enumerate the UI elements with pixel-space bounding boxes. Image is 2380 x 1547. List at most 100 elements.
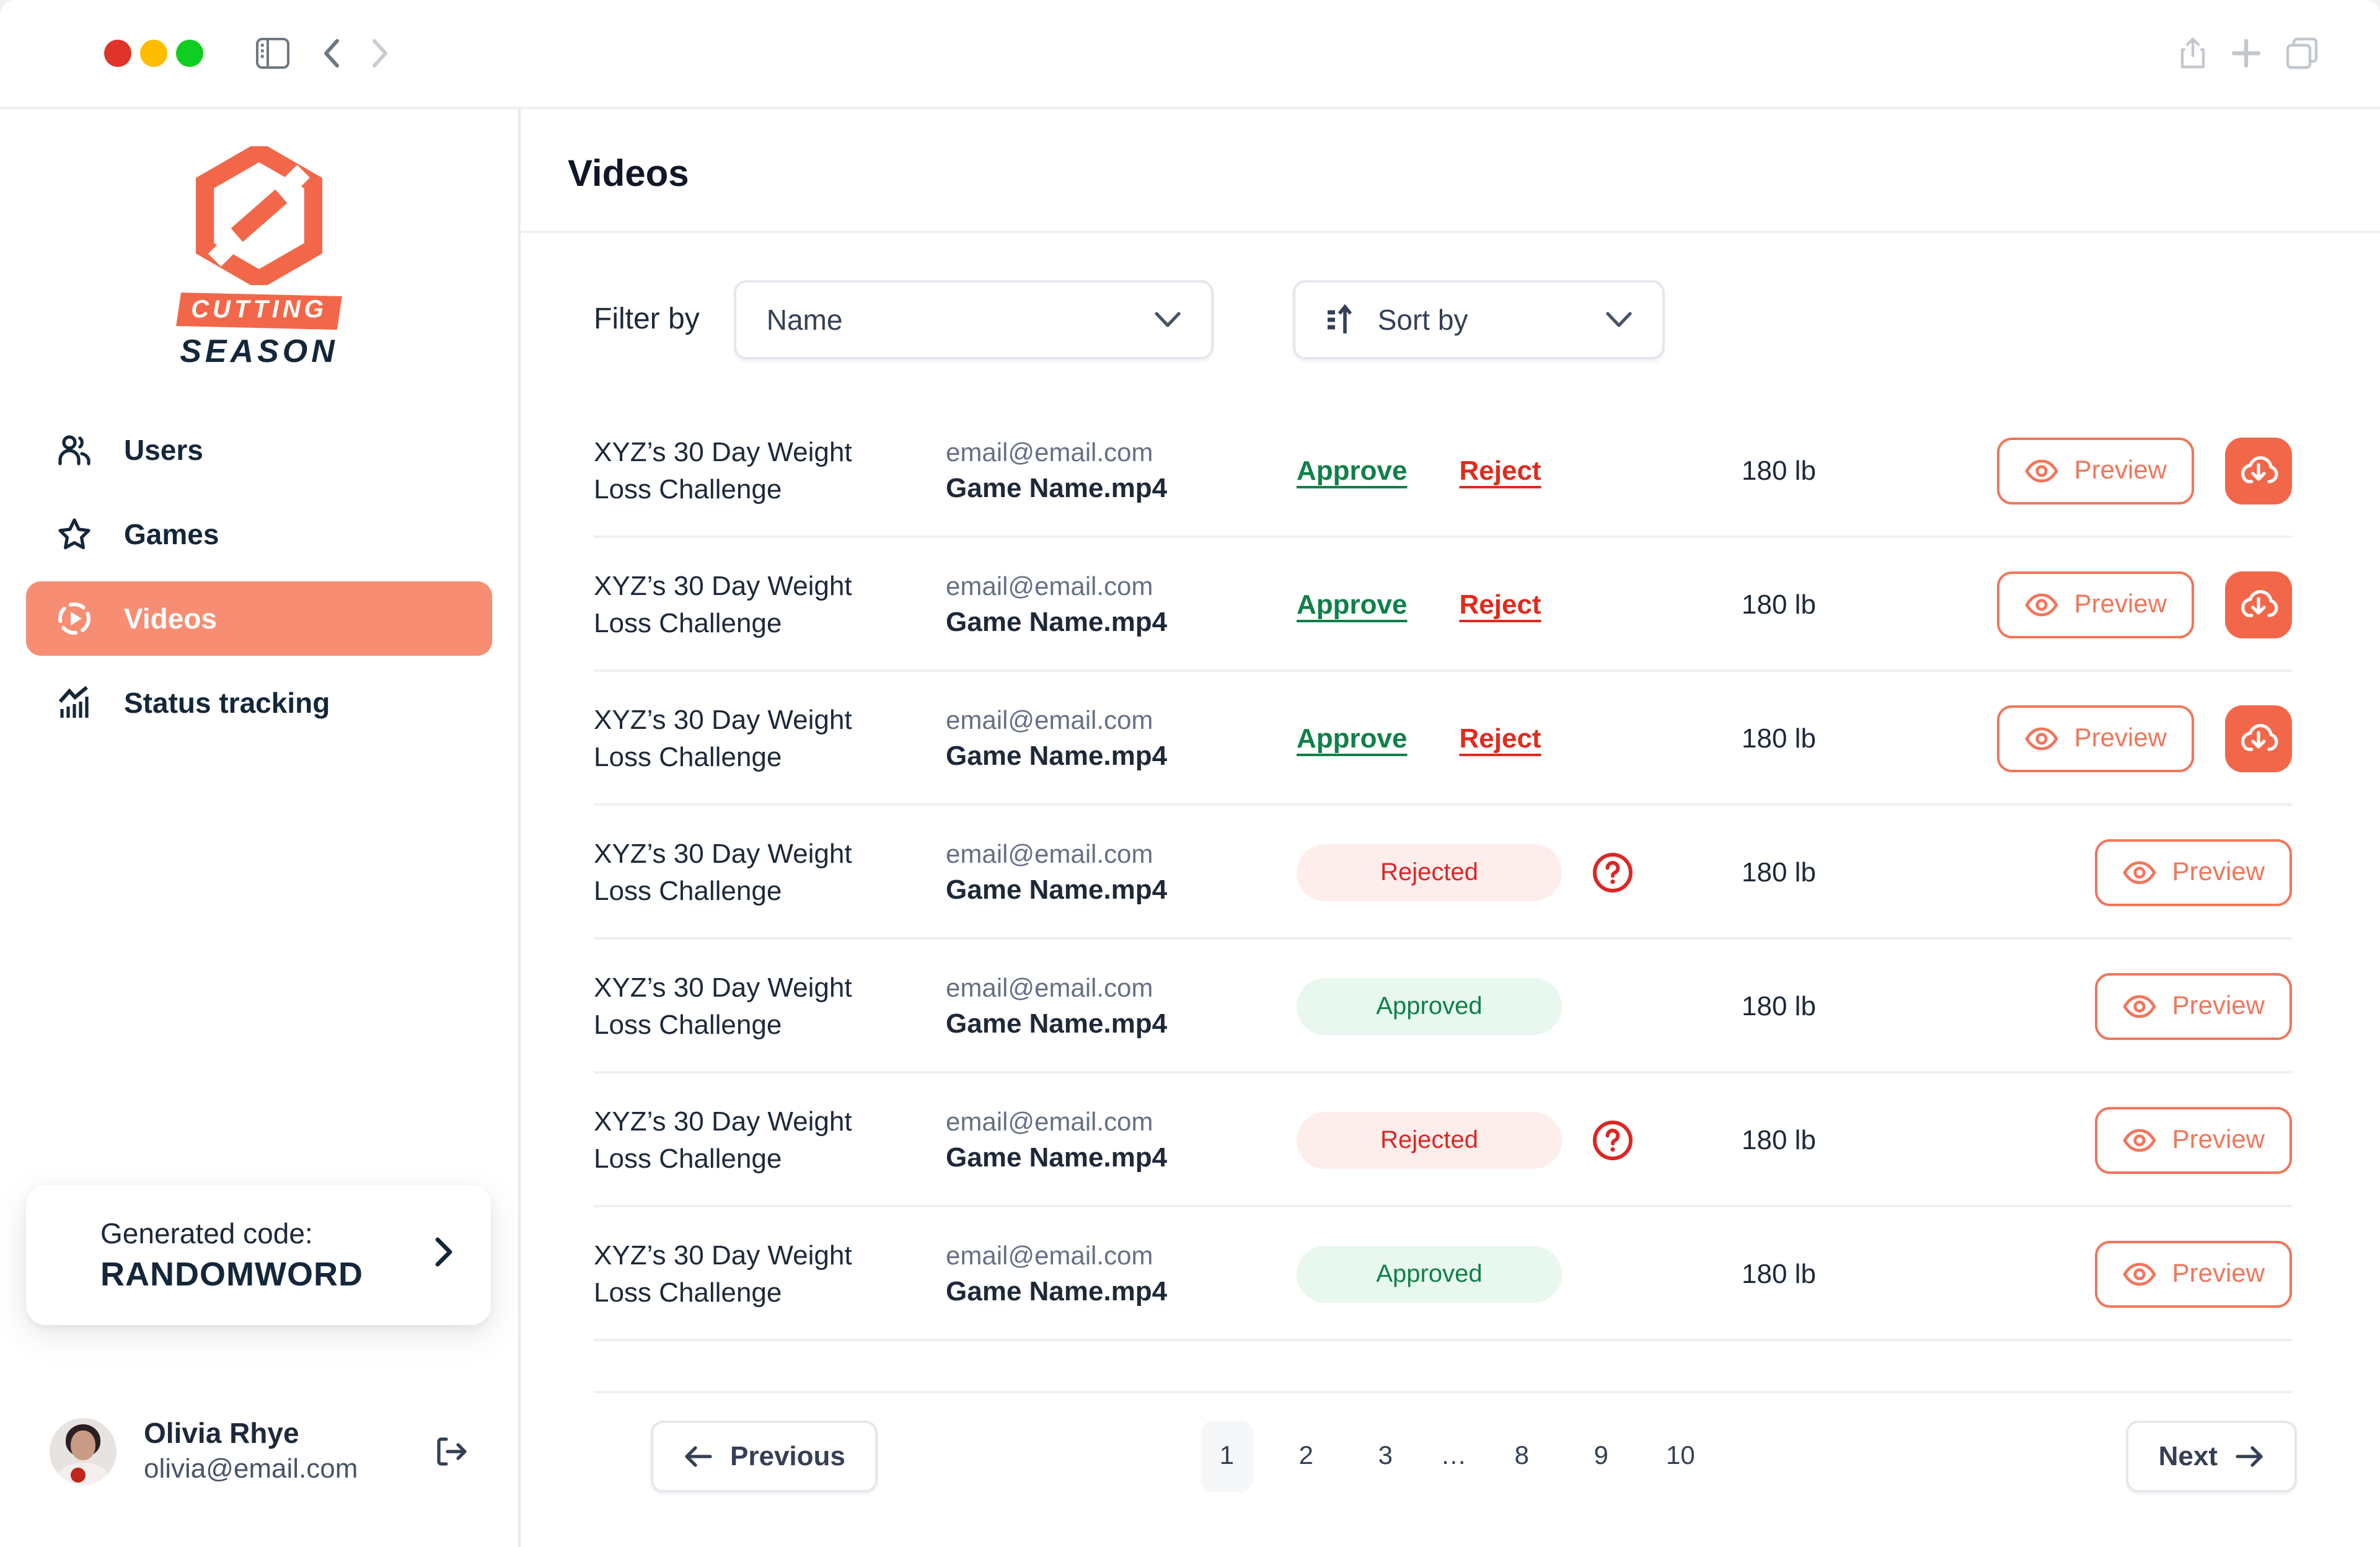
chart-trend-icon — [57, 685, 92, 720]
copy-tabs-icon[interactable] — [2286, 37, 2318, 69]
reject-link[interactable]: Reject — [1459, 723, 1541, 754]
profile-email: olivia@email.com — [144, 1453, 358, 1484]
cloud-download-icon — [2239, 454, 2278, 488]
page-button-3[interactable]: 3 — [1378, 1442, 1393, 1470]
eye-icon — [2123, 1128, 2157, 1153]
page-button-2[interactable]: 2 — [1298, 1442, 1314, 1470]
video-title: XYZ’s 30 Day Weight Loss Challenge — [594, 838, 852, 906]
status-badge: Approved — [1297, 1246, 1562, 1303]
eye-icon — [2123, 860, 2157, 885]
sort-select[interactable]: Sort by — [1293, 280, 1665, 359]
preview-button[interactable]: Preview — [1997, 571, 2194, 638]
download-button[interactable] — [2225, 571, 2292, 638]
arrow-right-icon — [2235, 1444, 2265, 1469]
next-page-label: Next — [2158, 1440, 2218, 1471]
video-weight: 180 lb — [1742, 990, 1816, 1021]
profile-name: Olivia Rhye — [144, 1417, 299, 1449]
sidebar-item-videos[interactable]: Videos — [26, 581, 492, 656]
generated-code-value: RANDOMWORD — [100, 1255, 363, 1292]
video-email: email@email.com — [946, 840, 1153, 868]
table-row: XYZ’s 30 Day Weight Loss Challenge email… — [521, 404, 2380, 538]
close-window-button[interactable] — [104, 40, 131, 67]
logout-icon[interactable] — [434, 1434, 469, 1468]
video-email: email@email.com — [946, 572, 1153, 601]
back-chevron-icon[interactable] — [322, 38, 340, 68]
chevron-down-icon — [1606, 311, 1633, 328]
eye-icon — [2025, 726, 2060, 751]
video-file: Game Name.mp4 — [946, 873, 1168, 904]
eye-icon — [2123, 994, 2157, 1019]
share-icon[interactable] — [2179, 37, 2206, 69]
help-circle-icon[interactable] — [1592, 852, 1634, 894]
filter-select-value: Name — [766, 303, 843, 335]
sort-select-value: Sort by — [1377, 303, 1468, 335]
table-row: XYZ’s 30 Day Weight Loss Challenge email… — [521, 672, 2380, 806]
filter-select[interactable]: Name — [734, 280, 1214, 359]
preview-label: Preview — [2172, 992, 2265, 1020]
sidebar-item-label: Games — [124, 518, 219, 550]
video-email: email@email.com — [946, 706, 1153, 734]
sort-ascending-icon — [1326, 302, 1358, 337]
download-button[interactable] — [2225, 438, 2292, 505]
preview-button[interactable]: Preview — [2095, 1241, 2292, 1308]
preview-label: Preview — [2074, 590, 2167, 619]
video-file: Game Name.mp4 — [946, 606, 1168, 637]
video-title: XYZ’s 30 Day Weight Loss Challenge — [594, 1106, 852, 1174]
page-button-9[interactable]: 9 — [1593, 1442, 1609, 1470]
approve-link[interactable]: Approve — [1297, 589, 1408, 620]
generated-code-card[interactable]: Generated code: RANDOMWORD — [26, 1185, 491, 1325]
next-page-button[interactable]: Next — [2126, 1421, 2297, 1492]
table-row: XYZ’s 30 Day Weight Loss Challenge email… — [521, 806, 2380, 940]
preview-button[interactable]: Preview — [1997, 705, 2194, 772]
chevron-down-icon — [1155, 311, 1182, 328]
help-circle-icon[interactable] — [1592, 1119, 1634, 1161]
sidebar-item-label: Status tracking — [124, 686, 330, 718]
reject-link[interactable]: Reject — [1459, 455, 1541, 486]
video-weight: 180 lb — [1742, 857, 1816, 888]
arrow-left-icon — [683, 1444, 713, 1469]
video-file: Game Name.mp4 — [946, 1007, 1168, 1038]
video-email: email@email.com — [946, 438, 1153, 467]
user-profile: Olivia Rhye olivia@email.com — [50, 1417, 469, 1485]
page-ellipsis[interactable]: … — [1440, 1442, 1467, 1470]
eye-icon — [2123, 1262, 2157, 1287]
sidebar-item-label: Users — [124, 433, 203, 465]
zoom-window-button[interactable] — [176, 40, 203, 67]
chevron-right-icon — [434, 1236, 454, 1274]
reject-link[interactable]: Reject — [1459, 589, 1541, 620]
approve-link[interactable]: Approve — [1297, 723, 1408, 754]
preview-label: Preview — [2074, 456, 2167, 485]
video-file: Game Name.mp4 — [946, 739, 1168, 770]
video-file: Game Name.mp4 — [946, 1275, 1168, 1306]
sidebar-item-users[interactable]: Users — [26, 413, 492, 487]
previous-page-button[interactable]: Previous — [651, 1421, 878, 1492]
preview-button[interactable]: Preview — [2095, 973, 2292, 1040]
page-button-8[interactable]: 8 — [1514, 1442, 1530, 1470]
sidebar-nav: Users Games — [0, 413, 518, 740]
preview-button[interactable]: Preview — [1997, 438, 2194, 505]
brand-banner-text: CUTTING — [176, 293, 342, 330]
page-button-10[interactable]: 10 — [1665, 1442, 1695, 1470]
previous-page-label: Previous — [730, 1440, 845, 1471]
main-content: Videos Filter by Name — [521, 109, 2380, 1547]
sidebar-toggle-icon[interactable] — [255, 37, 290, 69]
sidebar-item-games[interactable]: Games — [26, 497, 492, 571]
table-row: XYZ’s 30 Day Weight Loss Challenge email… — [521, 538, 2380, 672]
download-button[interactable] — [2225, 705, 2292, 772]
preview-button[interactable]: Preview — [2095, 839, 2292, 906]
star-icon — [57, 517, 92, 552]
sidebar-item-status-tracking[interactable]: Status tracking — [26, 666, 492, 740]
video-email: email@email.com — [946, 974, 1153, 1002]
page-numbers: 1 2 3 … 8 9 10 — [1201, 1421, 1706, 1492]
plus-icon[interactable] — [2231, 38, 2261, 68]
page-button-1[interactable]: 1 — [1201, 1421, 1253, 1492]
video-title: XYZ’s 30 Day Weight Loss Challenge — [594, 570, 852, 638]
video-title: XYZ’s 30 Day Weight Loss Challenge — [594, 436, 852, 505]
forward-chevron-icon[interactable] — [372, 38, 389, 68]
page-title: Videos — [568, 154, 689, 195]
preview-button[interactable]: Preview — [2095, 1107, 2292, 1174]
preview-label: Preview — [2172, 1259, 2265, 1288]
preview-label: Preview — [2172, 1126, 2265, 1154]
minimize-window-button[interactable] — [140, 40, 167, 67]
approve-link[interactable]: Approve — [1297, 455, 1408, 486]
